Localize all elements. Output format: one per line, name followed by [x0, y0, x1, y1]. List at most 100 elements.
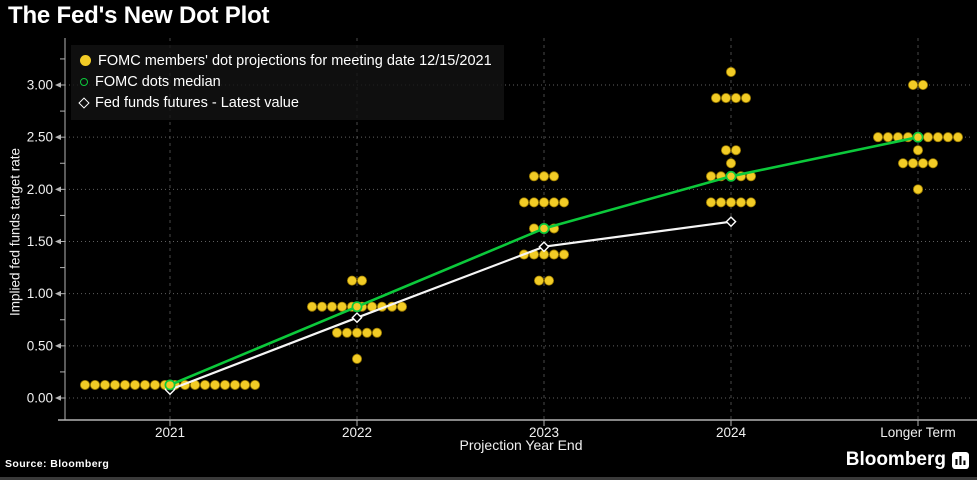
fomc-dot	[918, 80, 929, 91]
y-tick-arrow	[55, 343, 61, 349]
fomc-dot	[336, 301, 347, 312]
fomc-dot	[306, 301, 317, 312]
fomc-dot	[731, 145, 742, 156]
fomc-dot	[80, 379, 91, 390]
fomc-dot	[746, 197, 757, 208]
y-tick-arrow	[55, 134, 61, 140]
fomc-dot	[716, 197, 727, 208]
fomc-dot	[741, 93, 752, 104]
futures-marker	[725, 216, 737, 228]
fomc-dot	[209, 379, 220, 390]
fomc-dot	[908, 158, 919, 169]
fomc-dot	[219, 379, 230, 390]
x-tick-label: 2024	[716, 425, 747, 440]
fomc-dot	[351, 353, 362, 364]
fomc-dot	[908, 80, 919, 91]
y-tick-label: 0.00	[27, 391, 53, 406]
fomc-dot	[736, 197, 747, 208]
fomc-dot	[549, 171, 560, 182]
fomc-dot	[726, 158, 737, 169]
median-marker	[912, 131, 924, 143]
footer-accent-bar	[0, 477, 977, 480]
fomc-dot	[873, 132, 884, 143]
bloomberg-logo: Bloomberg	[846, 449, 969, 471]
median-marker	[725, 170, 737, 182]
fomc-dot	[539, 197, 550, 208]
fomc-dot	[721, 145, 732, 156]
fomc-dot	[721, 93, 732, 104]
y-tick-arrow	[55, 82, 61, 88]
y-tick-arrow	[55, 186, 61, 193]
fomc-dot	[341, 327, 352, 338]
fomc-dot	[396, 301, 407, 312]
y-tick-label: 0.50	[27, 338, 53, 353]
fomc-dot	[239, 379, 250, 390]
source-note: Source: Bloomberg	[5, 458, 110, 470]
median-marker	[538, 223, 550, 234]
y-tick-label: 1.00	[27, 286, 53, 301]
fomc-dot	[726, 66, 737, 77]
fomc-dot	[711, 93, 722, 104]
fomc-dot	[913, 145, 924, 156]
fomc-dot	[100, 379, 111, 390]
fomc-dot	[549, 197, 560, 208]
fomc-dot	[923, 132, 934, 143]
legend-label-dot-projections: FOMC members' dot projections for meetin…	[98, 52, 492, 69]
fomc-dot	[356, 275, 367, 286]
fomc-dot	[249, 379, 260, 390]
fomc-dot	[559, 249, 570, 260]
y-tick-label: 2.50	[27, 130, 53, 145]
fomc-dot	[953, 132, 964, 143]
white-open-diamond-marker-icon	[78, 96, 90, 109]
median-marker	[164, 379, 176, 391]
x-tick-label: 2023	[529, 425, 559, 440]
yellow-dot-marker-icon	[80, 55, 91, 66]
median-marker	[351, 301, 363, 313]
fomc-dot	[331, 327, 342, 338]
y-axis-title: Implied fed funds target rate	[7, 147, 23, 317]
futures-marker	[351, 312, 363, 324]
futures-marker	[538, 241, 550, 253]
fomc-dot	[918, 158, 929, 169]
fomc-dot	[346, 275, 357, 286]
fomc-dot	[539, 171, 550, 182]
fomc-dot	[534, 275, 545, 286]
fomc-dot	[883, 132, 894, 143]
legend-label-median: FOMC dots median	[95, 73, 221, 90]
green-open-circle-marker-icon	[80, 77, 88, 86]
fomc-dot	[361, 327, 372, 338]
x-tick-label: 2021	[155, 425, 185, 440]
x-tick-label: Longer Term	[880, 425, 956, 440]
legend-row-dots: FOMC members' dot projections for meetin…	[80, 50, 492, 71]
bloomberg-wordmark: Bloomberg	[845, 449, 946, 470]
futures-line	[169, 220, 732, 391]
y-tick-label: 1.50	[27, 234, 53, 249]
chart-title: The Fed's New Dot Plot	[8, 2, 270, 29]
fomc-dot	[110, 379, 121, 390]
fomc-dot	[351, 327, 362, 338]
fomc-dot	[90, 379, 101, 390]
y-tick-arrow	[55, 238, 61, 245]
legend-row-median: FOMC dots median	[80, 71, 492, 92]
fomc-dot	[199, 379, 210, 390]
fomc-dot	[913, 184, 924, 195]
legend-label-futures: Fed funds futures - Latest value	[95, 94, 299, 111]
fomc-dot	[726, 197, 737, 208]
fomc-dot	[139, 379, 150, 390]
fomc-dot	[529, 197, 540, 208]
fomc-dot	[519, 197, 530, 208]
fomc-dot	[149, 379, 160, 390]
fomc-dot	[129, 379, 140, 390]
fomc-dot	[706, 197, 717, 208]
fomc-dot	[229, 379, 240, 390]
fomc-dot	[316, 301, 327, 312]
fomc-dot	[544, 275, 555, 286]
fomc-dot	[898, 158, 909, 169]
legend-row-futures: Fed funds futures - Latest value	[78, 92, 492, 113]
fomc-dot	[943, 132, 954, 143]
fomc-dot	[731, 93, 742, 104]
fomc-dot	[549, 249, 560, 260]
fomc-dot	[933, 132, 944, 143]
